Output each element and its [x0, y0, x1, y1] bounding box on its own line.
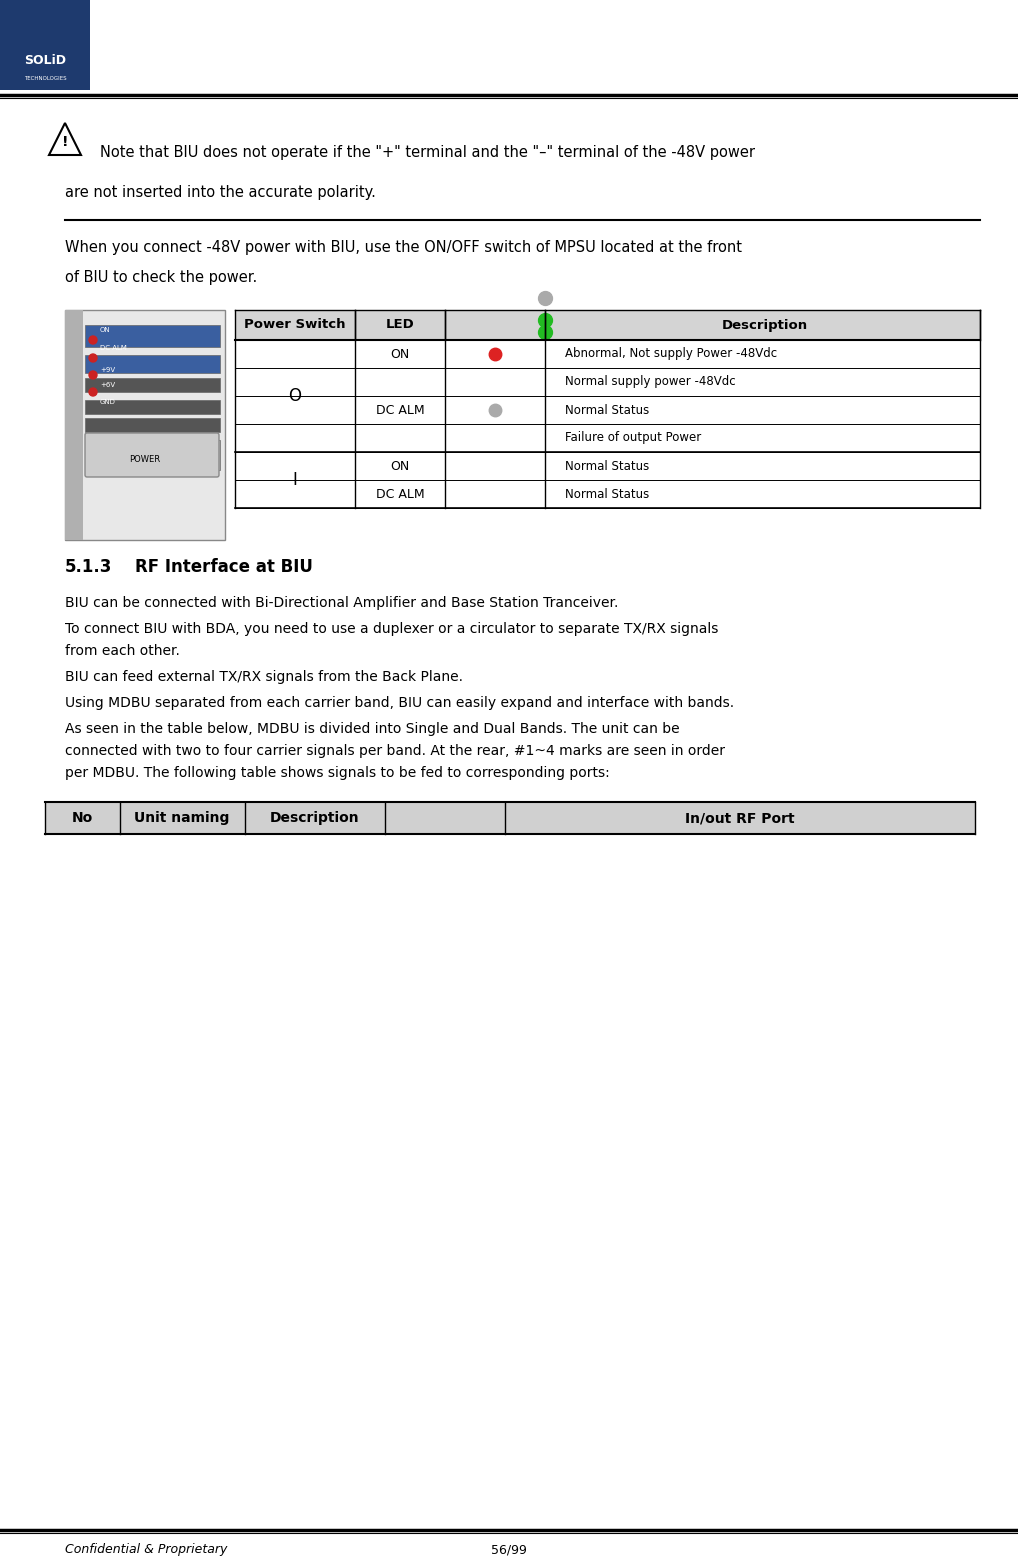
FancyBboxPatch shape — [84, 418, 220, 432]
FancyBboxPatch shape — [84, 378, 220, 392]
Text: Normal Status: Normal Status — [565, 487, 649, 501]
FancyBboxPatch shape — [84, 356, 220, 373]
FancyBboxPatch shape — [84, 399, 220, 413]
Text: Abnormal, Not supply Power -48Vdc: Abnormal, Not supply Power -48Vdc — [565, 348, 777, 360]
FancyBboxPatch shape — [0, 0, 90, 90]
Text: GND: GND — [100, 399, 116, 406]
FancyBboxPatch shape — [235, 310, 980, 340]
Text: from each other.: from each other. — [65, 644, 180, 658]
Circle shape — [89, 371, 97, 379]
Text: BIU can be connected with Bi-Directional Amplifier and Base Station Tranceiver.: BIU can be connected with Bi-Directional… — [65, 596, 618, 610]
Text: +9V: +9V — [100, 367, 115, 373]
FancyBboxPatch shape — [65, 310, 83, 540]
Text: In/out RF Port: In/out RF Port — [685, 811, 795, 825]
Text: Unit naming: Unit naming — [134, 811, 230, 825]
Text: DC ALM: DC ALM — [376, 487, 425, 501]
Text: POWER: POWER — [129, 456, 161, 465]
Text: Note that BIU does not operate if the "+" terminal and the "–" terminal of the -: Note that BIU does not operate if the "+… — [100, 145, 755, 161]
Text: Power Switch: Power Switch — [244, 318, 346, 332]
Text: 56/99: 56/99 — [491, 1543, 527, 1557]
Text: ON: ON — [390, 348, 409, 360]
Text: O: O — [288, 387, 301, 406]
Text: TECHNOLOGIES: TECHNOLOGIES — [23, 75, 66, 81]
FancyBboxPatch shape — [65, 310, 225, 540]
Text: 5.1.3: 5.1.3 — [65, 558, 112, 576]
Text: !: ! — [62, 136, 68, 150]
Text: Confidential & Proprietary: Confidential & Proprietary — [65, 1543, 227, 1557]
Text: Using MDBU separated from each carrier band, BIU can easily expand and interface: Using MDBU separated from each carrier b… — [65, 696, 734, 710]
Text: DC ALM: DC ALM — [100, 345, 127, 351]
Text: ON: ON — [100, 328, 111, 332]
Text: RF Interface at BIU: RF Interface at BIU — [135, 558, 313, 576]
Text: +6V: +6V — [100, 382, 115, 388]
Text: of BIU to check the power.: of BIU to check the power. — [65, 270, 258, 285]
Text: connected with two to four carrier signals per band. At the rear, #1~4 marks are: connected with two to four carrier signa… — [65, 744, 725, 758]
Text: No: No — [71, 811, 93, 825]
Text: As seen in the table below, MDBU is divided into Single and Dual Bands. The unit: As seen in the table below, MDBU is divi… — [65, 722, 680, 736]
Text: Failure of output Power: Failure of output Power — [565, 432, 701, 445]
Text: To connect BIU with BDA, you need to use a duplexer or a circulator to separate : To connect BIU with BDA, you need to use… — [65, 622, 719, 636]
Text: Normal Status: Normal Status — [565, 460, 649, 473]
Text: I: I — [292, 471, 297, 488]
Text: When you connect -48V power with BIU, use the ON/OFF switch of MPSU located at t: When you connect -48V power with BIU, us… — [65, 240, 742, 254]
Circle shape — [89, 388, 97, 396]
FancyBboxPatch shape — [84, 324, 220, 346]
FancyBboxPatch shape — [84, 434, 219, 477]
Text: Description: Description — [722, 318, 808, 332]
Text: per MDBU. The following table shows signals to be fed to corresponding ports:: per MDBU. The following table shows sign… — [65, 766, 610, 780]
Circle shape — [89, 354, 97, 362]
Text: LED: LED — [386, 318, 414, 332]
Text: Normal Status: Normal Status — [565, 404, 649, 417]
Text: Description: Description — [270, 811, 359, 825]
Text: SOLiD: SOLiD — [24, 53, 66, 67]
Text: Normal supply power -48Vdc: Normal supply power -48Vdc — [565, 376, 736, 388]
FancyBboxPatch shape — [45, 802, 975, 835]
FancyBboxPatch shape — [84, 440, 220, 470]
Text: ON: ON — [390, 460, 409, 473]
Circle shape — [89, 335, 97, 345]
Text: DC ALM: DC ALM — [376, 404, 425, 417]
Text: are not inserted into the accurate polarity.: are not inserted into the accurate polar… — [65, 186, 376, 200]
Text: BIU can feed external TX/RX signals from the Back Plane.: BIU can feed external TX/RX signals from… — [65, 669, 463, 683]
